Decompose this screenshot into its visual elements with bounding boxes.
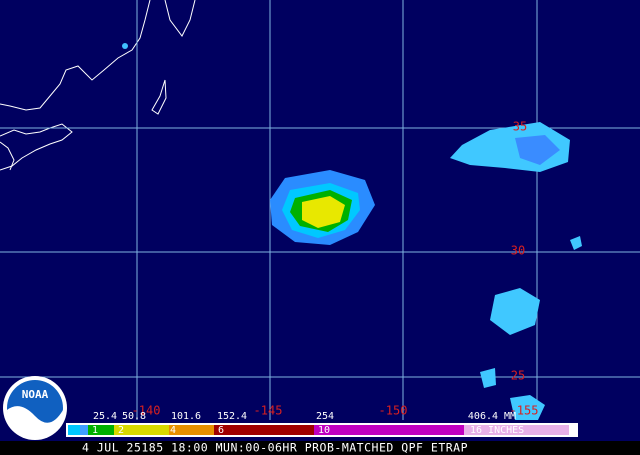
caption: 4 JUL 25185 18:00 MUN:00-06HR PROB-MATCH… [82, 441, 468, 455]
footer-bar [0, 441, 640, 455]
mm-label: 25.4 [93, 411, 117, 422]
mm-label: 152.4 [217, 411, 247, 422]
noaa-logo: NOAA [3, 376, 67, 440]
mm-label: 406.4 MM [468, 411, 516, 422]
mm-label: 254 [316, 411, 334, 422]
color-bar [66, 423, 578, 437]
inch-label: 6 [218, 425, 224, 436]
graticule [0, 0, 640, 420]
inch-label: 4 [170, 425, 176, 436]
lon-label: -155 [510, 404, 539, 418]
inch-label: 10 [318, 425, 330, 436]
lat-label: 35 [513, 120, 527, 134]
mm-label: 50.8 [122, 411, 146, 422]
precipitation [270, 122, 582, 420]
inch-label: 16 INCHES [470, 425, 524, 436]
inch-label: 2 [118, 425, 124, 436]
lon-label: -140 [132, 404, 161, 418]
logo-text: NOAA [22, 388, 49, 401]
lon-label: -150 [379, 404, 408, 418]
lon-label: -145 [254, 404, 283, 418]
mm-label: 101.6 [171, 411, 201, 422]
inch-label: 1 [92, 425, 98, 436]
lat-label: 30 [511, 244, 525, 258]
lat-label: 25 [511, 369, 525, 383]
